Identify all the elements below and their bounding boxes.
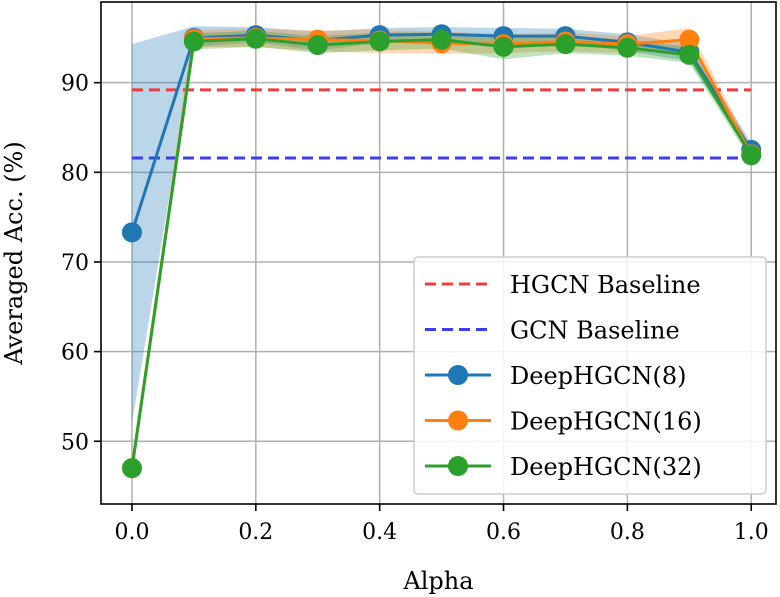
legend-label-0: HGCN Baseline: [510, 271, 701, 299]
y-tick-label-0: 50: [61, 430, 89, 455]
series-lines: [121, 24, 762, 479]
legend-label-3: DeepHGCN(16): [510, 408, 702, 436]
series-2-point-8: [617, 37, 638, 58]
x-tick-label-2: 0.4: [362, 520, 397, 545]
x-axis-label: Alpha: [402, 567, 473, 595]
legend-label-1: GCN Baseline: [510, 317, 680, 345]
baselines: [131, 88, 752, 160]
series-0-line: [130, 32, 753, 233]
series-1-point-9: [679, 29, 700, 50]
y-axis-label: Averaged Acc. (%): [0, 141, 28, 365]
x-tick-label-3: 0.6: [486, 520, 521, 545]
legend-label-2: DeepHGCN(8): [510, 362, 686, 390]
series-2-point-1: [183, 31, 204, 52]
series-2-point-7: [555, 34, 576, 55]
y-tick-label-4: 90: [61, 72, 89, 97]
legend: HGCN Baseline GCN Baseline DeepHGCN(8) Deep…: [413, 256, 767, 495]
y-tick-label-1: 60: [61, 341, 89, 366]
series-2-point-5: [431, 29, 452, 50]
plot-border: [100, 1, 777, 505]
legend-series-marker-2: [448, 456, 468, 476]
series-2-point-2: [245, 28, 266, 49]
x-tick-label-0: 0.0: [114, 520, 149, 545]
y-tick-label-3: 80: [61, 161, 89, 186]
x-tick-label-5: 1.0: [734, 520, 769, 545]
legend-label-4: DeepHGCN(32): [510, 453, 702, 481]
series-0-point-0: [121, 222, 142, 243]
series-2-point-6: [493, 36, 514, 57]
series-2-point-4: [369, 31, 390, 52]
legend-series-marker-0: [448, 365, 468, 385]
axis-ticks: 0.0 0.2 0.4 0.6 0.8 1.0 50 60 70 80 90: [61, 72, 769, 545]
y-tick-label-2: 70: [61, 251, 89, 276]
legend-series-marker-1: [448, 410, 468, 431]
series-2-point-10: [741, 145, 762, 166]
series-2-point-0: [121, 458, 142, 479]
series-2-point-3: [307, 35, 328, 56]
x-tick-label-4: 0.8: [610, 520, 645, 545]
series-2-point-9: [679, 44, 700, 65]
plot-frame: [100, 1, 777, 505]
legend-box: [413, 256, 767, 495]
x-tick-label-1: 0.2: [238, 520, 273, 545]
